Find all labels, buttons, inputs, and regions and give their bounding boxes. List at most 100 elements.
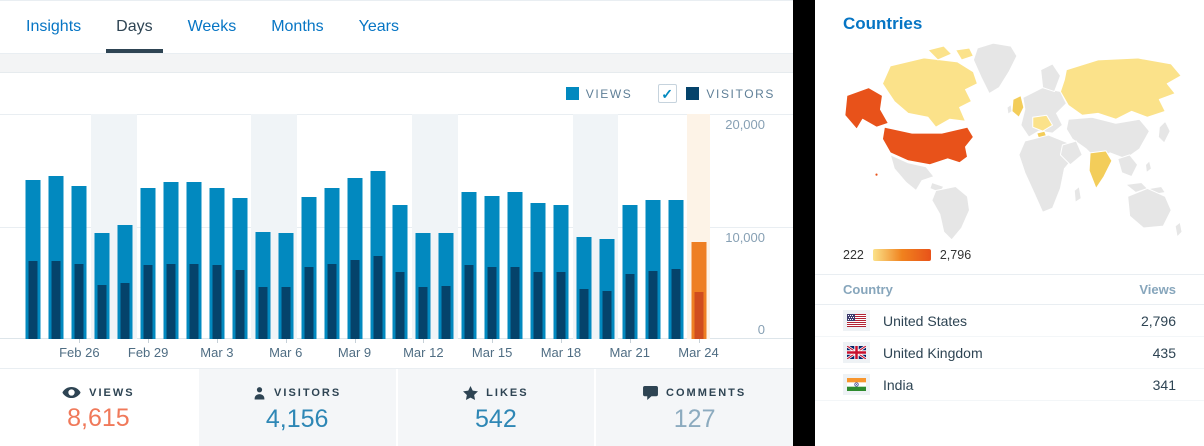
visitors-bar xyxy=(212,264,222,340)
stat-value: 127 xyxy=(673,404,716,433)
visitors-bar xyxy=(304,267,314,340)
bar-mar-21[interactable] xyxy=(618,114,641,340)
period-tabs: Insights Days Weeks Months Years xyxy=(0,0,793,55)
visitors-bar xyxy=(625,273,635,340)
stat-label: LIKES xyxy=(486,386,529,399)
x-tick-label: Mar 24 xyxy=(678,345,719,361)
bar-mar-9[interactable] xyxy=(343,114,366,340)
bar-feb-25[interactable] xyxy=(45,114,68,340)
x-tick-mark xyxy=(423,339,425,344)
tab-days[interactable]: Days xyxy=(106,1,163,54)
bar-mar-13[interactable] xyxy=(434,114,458,340)
checkmark-icon: ✓ xyxy=(661,85,675,102)
tab-months[interactable]: Months xyxy=(271,18,324,36)
visitors-bar xyxy=(327,264,337,340)
map-region-arabia xyxy=(1059,140,1083,166)
bar-feb-29[interactable] xyxy=(137,114,160,340)
visitors-bar xyxy=(97,285,107,340)
stat-cell-comments[interactable]: COMMENTS 127 xyxy=(594,369,793,446)
visitors-bar xyxy=(671,269,681,340)
stat-label: VISITORS xyxy=(274,386,342,399)
x-tick-label: Mar 6 xyxy=(269,345,303,361)
bar-mar-4[interactable] xyxy=(228,114,251,340)
map-region-scandinavia xyxy=(1040,63,1061,93)
country-views: 2,796 xyxy=(1140,312,1176,329)
tab-years[interactable]: Years xyxy=(358,18,399,36)
bar-mar-2[interactable] xyxy=(183,114,206,340)
visitors-checkbox[interactable]: ✓ xyxy=(658,84,678,104)
flag-icon-in xyxy=(843,374,870,395)
map-region-ireland xyxy=(1006,103,1013,115)
visitors-bar xyxy=(166,263,176,340)
map-region-western-europe xyxy=(1032,114,1054,132)
bars-area xyxy=(0,114,711,340)
visitors-bar xyxy=(74,263,84,340)
x-tick-mark xyxy=(285,339,287,344)
x-tick-mark xyxy=(354,339,356,344)
bar-mar-8[interactable] xyxy=(320,114,343,340)
country-name: United States xyxy=(883,312,968,329)
x-tick-mark xyxy=(79,339,81,344)
country-column-header: Country xyxy=(843,282,893,297)
bar-mar-3[interactable] xyxy=(206,114,229,340)
bar-mar-24[interactable] xyxy=(687,114,711,340)
visitors-bar xyxy=(28,261,38,340)
bar-mar-23[interactable] xyxy=(664,114,687,340)
bar-mar-16[interactable] xyxy=(504,114,527,340)
person-icon xyxy=(253,386,266,400)
map-region-russia xyxy=(1059,57,1182,120)
bar-mar-19[interactable] xyxy=(572,114,596,340)
map-scale: 222 2,796 xyxy=(843,248,1204,262)
tab-insights[interactable]: Insights xyxy=(26,18,82,36)
map-region-united-kingdom xyxy=(1011,95,1025,118)
y-tick-label: 20,000 xyxy=(725,117,765,133)
legend-views: VIEWS xyxy=(565,87,633,101)
bar-mar-12[interactable] xyxy=(411,114,435,340)
visitors-bar xyxy=(418,286,428,340)
tab-weeks[interactable]: Weeks xyxy=(187,18,237,36)
country-name: United Kingdom xyxy=(883,344,983,361)
x-tick-label: Mar 15 xyxy=(471,345,513,361)
stat-cell-likes[interactable]: LIKES 542 xyxy=(395,369,595,446)
gridline-20000 xyxy=(0,114,793,116)
visitors-bar xyxy=(235,270,245,340)
country-views: 435 xyxy=(1152,344,1176,361)
bar-mar-5[interactable] xyxy=(251,114,275,340)
bar-feb-26[interactable] xyxy=(68,114,91,340)
map-region-australia xyxy=(1127,187,1172,229)
x-tick-label: Mar 18 xyxy=(540,345,582,361)
bar-mar-6[interactable] xyxy=(274,114,298,340)
bar-feb-27[interactable] xyxy=(90,114,114,340)
bar-mar-14[interactable] xyxy=(458,114,481,340)
bar-mar-10[interactable] xyxy=(366,114,389,340)
bar-feb-28[interactable] xyxy=(113,114,137,340)
country-row-india[interactable]: India 341 xyxy=(815,369,1204,401)
country-row-united-kingdom[interactable]: United Kingdom 435 xyxy=(815,337,1204,369)
map-region-mexico xyxy=(889,154,935,191)
bar-mar-22[interactable] xyxy=(641,114,664,340)
stat-cell-visitors[interactable]: VISITORS 4,156 xyxy=(196,369,396,446)
visitors-bar xyxy=(373,255,383,340)
bar-mar-20[interactable] xyxy=(595,114,619,340)
world-map xyxy=(833,38,1188,246)
visitors-bar xyxy=(579,288,589,340)
bar-mar-17[interactable] xyxy=(527,114,550,340)
comment-icon xyxy=(643,385,658,400)
x-tick-mark xyxy=(629,339,631,344)
bar-mar-7[interactable] xyxy=(297,114,320,340)
bar-mar-1[interactable] xyxy=(160,114,183,340)
flag-icon-us xyxy=(843,310,870,331)
visitors-bar xyxy=(510,267,520,340)
scale-min: 222 xyxy=(843,248,864,262)
country-views: 341 xyxy=(1152,376,1176,393)
map-region-united-states xyxy=(881,126,974,166)
bar-feb-24[interactable] xyxy=(22,114,45,340)
eye-icon xyxy=(62,386,81,399)
bar-mar-11[interactable] xyxy=(389,114,412,340)
bar-mar-15[interactable] xyxy=(481,114,504,340)
country-row-united-states[interactable]: United States 2,796 xyxy=(815,305,1204,337)
bar-mar-18[interactable] xyxy=(550,114,573,340)
stat-cell-views[interactable]: VIEWS 8,615 xyxy=(0,369,197,446)
y-tick-label: 10,000 xyxy=(725,229,765,245)
map-region-india xyxy=(1088,150,1113,189)
